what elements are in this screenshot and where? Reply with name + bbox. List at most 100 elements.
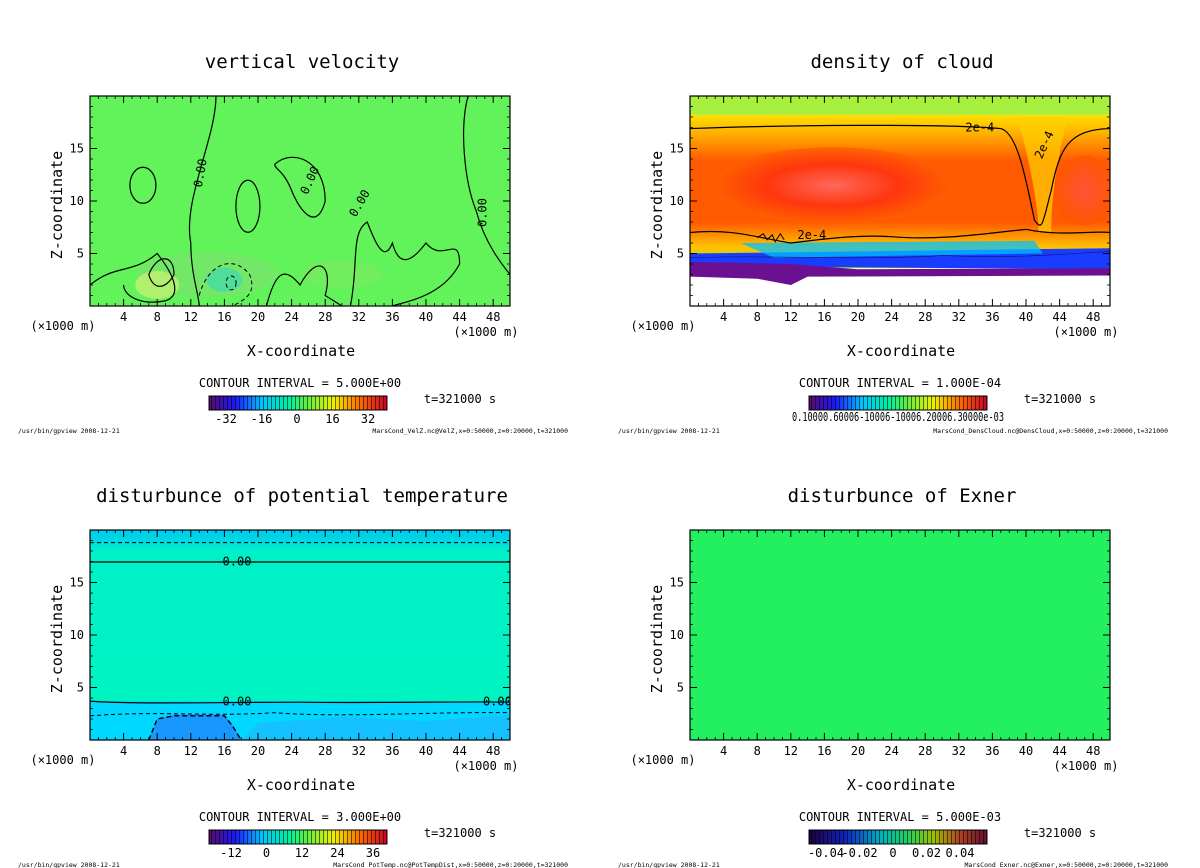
colorbar-tick-label: -32 <box>215 412 237 426</box>
plot-area: 2e-42e-42e-4 <box>690 96 1110 306</box>
colorbar-tick-label: -0.02 <box>841 846 877 860</box>
x-tick-label: 48 <box>486 310 500 324</box>
y-tick-label: 5 <box>677 247 684 261</box>
x-axis-label: X-coordinate <box>847 342 955 360</box>
field-background <box>690 530 1110 740</box>
footer-left: /usr/bin/gpview 2008-12-21 <box>18 861 120 868</box>
contour-label: 0.00 <box>483 694 512 708</box>
time-label: t=321000 s <box>424 392 496 406</box>
x-tick-label: 12 <box>784 310 798 324</box>
chart-title: disturbunce of potential temperature <box>96 485 508 507</box>
x-tick-label: 48 <box>1086 310 1100 324</box>
x-tick-label: 16 <box>817 310 831 324</box>
contour-line <box>690 228 1110 244</box>
y-tick-label: 10 <box>70 194 84 208</box>
x-unit-right: (×1000 m) <box>453 759 518 773</box>
x-tick-label: 16 <box>217 310 231 324</box>
x-tick-label: 24 <box>884 744 898 758</box>
x-tick-label: 8 <box>154 744 161 758</box>
x-tick-label: 20 <box>251 310 265 324</box>
x-tick-label: 28 <box>318 310 332 324</box>
contour-noise <box>756 232 785 243</box>
x-tick-label: 44 <box>1052 744 1066 758</box>
x-unit-right: (×1000 m) <box>1053 759 1118 773</box>
contour-interval: CONTOUR INTERVAL = 5.000E+00 <box>199 376 401 390</box>
x-tick-label: 8 <box>754 310 761 324</box>
x-tick-label: 32 <box>352 310 366 324</box>
time-label: t=321000 s <box>1024 826 1096 840</box>
y-tick-label: 15 <box>70 576 84 590</box>
x-tick-label: 16 <box>817 744 831 758</box>
footer-right: MarsCond_VelZ.nc@VelZ,x=0:50000,z=0:2000… <box>372 427 568 435</box>
x-tick-label: 32 <box>952 744 966 758</box>
x-tick-label: 44 <box>452 744 466 758</box>
colorbar-tick-label: 0.10000.60006-10006-10006.20006.30000e-0… <box>792 410 1004 424</box>
x-tick-label: 28 <box>318 744 332 758</box>
x-tick-label: 44 <box>1052 310 1066 324</box>
x-tick-label: 40 <box>1019 310 1033 324</box>
x-axis-label: X-coordinate <box>247 776 355 794</box>
contour-label: 0.00 <box>475 198 489 227</box>
y-tick-label: 15 <box>70 142 84 156</box>
x-unit-left: (×1000 m) <box>30 753 95 767</box>
contour-label: 2e-4 <box>965 121 994 135</box>
x-tick-label: 8 <box>154 310 161 324</box>
x-tick-label: 40 <box>419 744 433 758</box>
x-unit-right: (×1000 m) <box>453 325 518 339</box>
y-tick-label: 5 <box>77 681 84 695</box>
contour-line <box>690 124 1110 226</box>
colorbar-tick-label: -12 <box>220 846 242 860</box>
y-tick-label: 15 <box>670 576 684 590</box>
y-axis-label: Z-coordinate <box>648 585 666 693</box>
contour-label: 0.00 <box>223 694 252 708</box>
cloud-core <box>712 147 953 224</box>
colorbar-stripes <box>809 396 987 410</box>
contour-dashed <box>225 275 237 291</box>
x-tick-label: 12 <box>184 744 198 758</box>
x-tick-label: 32 <box>352 744 366 758</box>
x-tick-label: 28 <box>918 310 932 324</box>
chart-title: disturbunce of Exner <box>788 485 1017 507</box>
x-tick-label: 4 <box>720 310 727 324</box>
colorbar-tick-label: 0 <box>889 846 896 860</box>
cloud-core <box>1054 155 1110 226</box>
contour-dashed <box>198 263 253 306</box>
contour-label: 0.00 <box>223 555 252 569</box>
x-tick-label: 36 <box>385 744 399 758</box>
field-patch <box>302 260 382 289</box>
y-tick-label: 10 <box>70 628 84 642</box>
x-tick-label: 12 <box>784 744 798 758</box>
x-tick-label: 4 <box>120 744 127 758</box>
footer-right: MarsCond_DensCloud.nc@DensCloud,x=0:5000… <box>933 427 1168 435</box>
x-tick-label: 48 <box>1086 744 1100 758</box>
x-tick-label: 40 <box>1019 744 1033 758</box>
x-tick-label: 28 <box>918 744 932 758</box>
contour-loop <box>148 258 175 287</box>
contour-line <box>349 221 461 306</box>
contour-line <box>463 96 510 275</box>
colorbar-tick-label: 0.02 <box>912 846 941 860</box>
x-unit-left: (×1000 m) <box>630 319 695 333</box>
x-tick-label: 40 <box>419 310 433 324</box>
contour-dashed <box>90 712 510 717</box>
contour-line <box>90 700 510 704</box>
x-unit-right: (×1000 m) <box>1053 325 1118 339</box>
colorbar-stripes <box>209 830 387 844</box>
y-axis-label: Z-coordinate <box>648 151 666 259</box>
cloud-base-purple <box>690 261 1110 285</box>
x-tick-label: 44 <box>452 310 466 324</box>
downdraft-patch <box>206 267 243 292</box>
contour-interval: CONTOUR INTERVAL = 1.000E-04 <box>799 376 1001 390</box>
time-label: t=321000 s <box>424 826 496 840</box>
cloud-top-layer <box>690 96 1110 115</box>
x-tick-label: 8 <box>754 744 761 758</box>
y-tick-label: 5 <box>77 247 84 261</box>
colorbar-frame <box>208 395 388 411</box>
footer-right: MarsCond_Exner.nc@Exner,x=0:50000,z=0:20… <box>965 861 1169 868</box>
contour-label: 2e-4 <box>797 228 826 242</box>
x-tick-label: 36 <box>985 744 999 758</box>
contour-line <box>188 96 217 306</box>
x-axis-label: X-coordinate <box>247 342 355 360</box>
